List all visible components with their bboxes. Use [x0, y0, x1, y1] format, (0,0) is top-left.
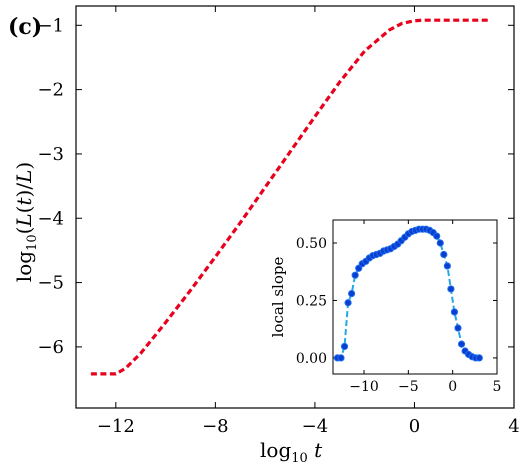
inset-tick-labels: −10 −5 0 5 0.00 0.25 0.50 — [296, 236, 502, 395]
y-tick-label: −5 — [37, 273, 64, 294]
y-tick-label: 0.50 — [296, 236, 327, 252]
main-x-axis-label: log10 t — [260, 438, 323, 466]
y-axis-label-text: log10(L(t)/L) — [12, 162, 40, 282]
main-chart: −12 −8 −4 0 4 −6 −5 −4 −3 −2 −1 log10 t log10(L(t)… — [12, 5, 520, 466]
x-tick-label: −4 — [302, 416, 329, 437]
panel-label: (c) — [8, 14, 42, 40]
inset-series — [333, 225, 483, 362]
main-plot-frame — [75, 5, 515, 409]
data-point — [440, 250, 448, 259]
main-y-axis-label: log10(L(t)/L) — [12, 162, 40, 282]
x-tick-label: 4 — [508, 416, 519, 437]
x-axis-label-log-part: log10 t — [260, 438, 323, 466]
main-ticks — [76, 6, 515, 408]
y-tick-label: −6 — [37, 337, 64, 358]
x-tick-label: −12 — [97, 416, 135, 437]
data-point — [340, 342, 349, 351]
x-tick-label: 0 — [448, 379, 457, 395]
inset-plot-frame — [332, 219, 498, 375]
inset-y-axis-label: local slope — [269, 257, 287, 338]
y-tick-label: −4 — [37, 208, 64, 229]
main-series — [90, 18, 490, 376]
y-tick-label: −1 — [37, 15, 64, 36]
data-point — [450, 308, 459, 316]
x-tick-label: 5 — [493, 379, 502, 395]
data-point — [355, 264, 363, 272]
data-point — [337, 354, 345, 362]
data-point — [348, 289, 356, 298]
data-point — [457, 340, 466, 348]
data-point — [344, 299, 352, 307]
data-point — [475, 354, 483, 362]
data-point — [351, 271, 359, 279]
series-line — [90, 18, 490, 376]
y-tick-label: 0.00 — [296, 351, 327, 367]
y-tick-label: 0.25 — [296, 293, 327, 309]
x-tick-label: −5 — [398, 379, 419, 395]
data-point — [454, 324, 462, 332]
x-tick-label: 0 — [409, 416, 420, 437]
x-tick-label: −8 — [202, 416, 229, 437]
main-tick-labels: −12 −8 −4 0 4 −6 −5 −4 −3 −2 −1 — [37, 15, 519, 437]
data-point — [443, 262, 451, 270]
data-point — [436, 239, 444, 247]
y-tick-label: −3 — [37, 144, 64, 165]
y-tick-label: −2 — [37, 80, 64, 101]
data-point — [447, 285, 455, 293]
inset-ticks — [333, 220, 498, 374]
x-tick-label: −10 — [349, 379, 379, 395]
data-point — [433, 232, 441, 240]
inset-chart: −10 −5 0 5 0.00 0.25 0.50 local slope — [269, 219, 502, 395]
